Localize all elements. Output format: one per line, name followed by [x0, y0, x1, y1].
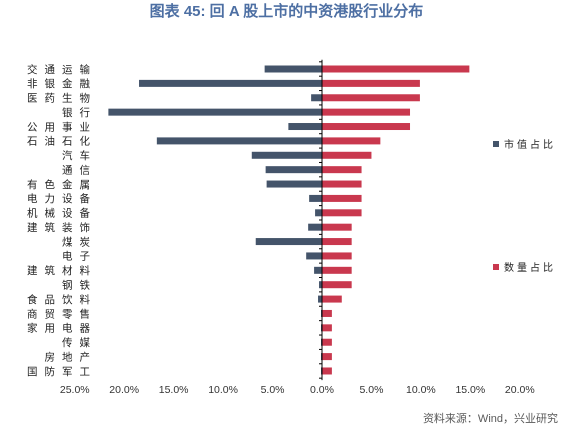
bar-count: [322, 166, 362, 174]
bar-count: [322, 65, 470, 73]
legend-item-count: 数量占比: [493, 261, 556, 274]
legend-label-market-cap: 市值占比: [504, 138, 556, 151]
x-tick-label: 0.0%: [310, 384, 334, 396]
category-label: 国防军工: [27, 365, 97, 378]
labels-layer: 交通运输非银金融医药生物银行公用事业石油石化汽车通信有色金属电力设备机械设备建筑…: [27, 63, 535, 396]
category-label: 通信: [62, 164, 97, 176]
bar-market-cap: [265, 166, 322, 174]
bar-market-cap: [314, 266, 322, 274]
bar-count: [322, 94, 420, 102]
bar-count: [322, 209, 362, 217]
x-tick-label: 20.0%: [109, 384, 139, 396]
category-label: 银行: [62, 106, 97, 119]
bar-count: [322, 309, 332, 317]
legend-swatch-count: [493, 264, 499, 270]
bar-count: [322, 338, 332, 346]
bar-market-cap: [266, 180, 322, 188]
bar-count: [322, 353, 332, 361]
category-label: 公用事业: [27, 120, 97, 133]
category-label: 传媒: [62, 336, 97, 349]
bar-market-cap: [308, 223, 322, 231]
bars-layer: [108, 65, 470, 375]
bar-market-cap: [264, 65, 322, 73]
bar-count: [322, 281, 352, 289]
category-label: 有色金属: [27, 178, 97, 191]
legend-label-count: 数量占比: [504, 261, 556, 274]
category-label: 非银金融: [27, 77, 97, 90]
category-label: 石油石化: [27, 135, 97, 148]
bar-count: [322, 266, 352, 274]
category-label: 家用电器: [27, 322, 97, 335]
bar-market-cap: [311, 94, 322, 102]
bar-market-cap: [139, 79, 322, 87]
category-label: 电力设备: [27, 192, 97, 205]
bar-market-cap: [288, 123, 322, 131]
bar-market-cap: [255, 238, 322, 246]
category-label: 汽车: [62, 149, 97, 162]
bar-count: [322, 238, 352, 246]
legend-swatch-market-cap: [493, 141, 499, 147]
bar-count: [322, 324, 332, 332]
bar-count: [322, 79, 420, 87]
category-label: 交通运输: [27, 63, 97, 76]
category-label: 建筑装饰: [27, 221, 97, 234]
x-tick-label: 20.0%: [505, 384, 535, 396]
bar-market-cap: [309, 194, 322, 202]
bar-market-cap: [108, 108, 322, 116]
category-label: 医药生物: [27, 92, 97, 105]
bar-market-cap: [319, 281, 322, 289]
bar-count: [322, 180, 362, 188]
legend-item-market-cap: 市值占比: [493, 138, 556, 151]
bar-count: [322, 295, 342, 303]
bar-count: [322, 137, 381, 145]
x-tick-label: 15.0%: [455, 384, 485, 396]
bar-count: [322, 252, 352, 260]
legend: 市值占比 数量占比: [493, 138, 556, 274]
x-tick-label: 5.0%: [359, 384, 383, 396]
bar-count: [322, 367, 332, 375]
bar-market-cap: [306, 252, 322, 260]
category-label: 煤炭: [62, 235, 97, 248]
category-label: 房地产: [45, 350, 98, 363]
bar-count: [322, 123, 411, 131]
bar-market-cap: [315, 209, 322, 217]
category-label: 钢铁: [62, 279, 97, 292]
x-tick-label: 25.0%: [60, 384, 90, 396]
bar-market-cap: [251, 151, 322, 159]
category-label: 电子: [62, 250, 97, 263]
bar-count: [322, 223, 352, 231]
bar-count: [322, 151, 372, 159]
bar-count: [322, 108, 411, 116]
bar-count: [322, 194, 362, 202]
x-tick-label: 10.0%: [406, 384, 436, 396]
chart-title: 图表 45: 回 A 股上市的中资港股行业分布: [149, 3, 424, 20]
category-label: 建筑材料: [27, 264, 97, 277]
axis-layer: [319, 59, 323, 381]
x-tick-label: 10.0%: [208, 384, 238, 396]
source-note: 资料来源：Wind，兴业研究: [422, 413, 558, 425]
bar-market-cap: [156, 137, 322, 145]
bar-market-cap: [318, 295, 322, 303]
x-tick-label: 5.0%: [261, 384, 285, 396]
category-label: 食品饮料: [27, 293, 97, 306]
x-tick-label: 15.0%: [159, 384, 189, 396]
category-label: 机械设备: [27, 207, 97, 220]
category-label: 商贸零售: [27, 307, 97, 320]
